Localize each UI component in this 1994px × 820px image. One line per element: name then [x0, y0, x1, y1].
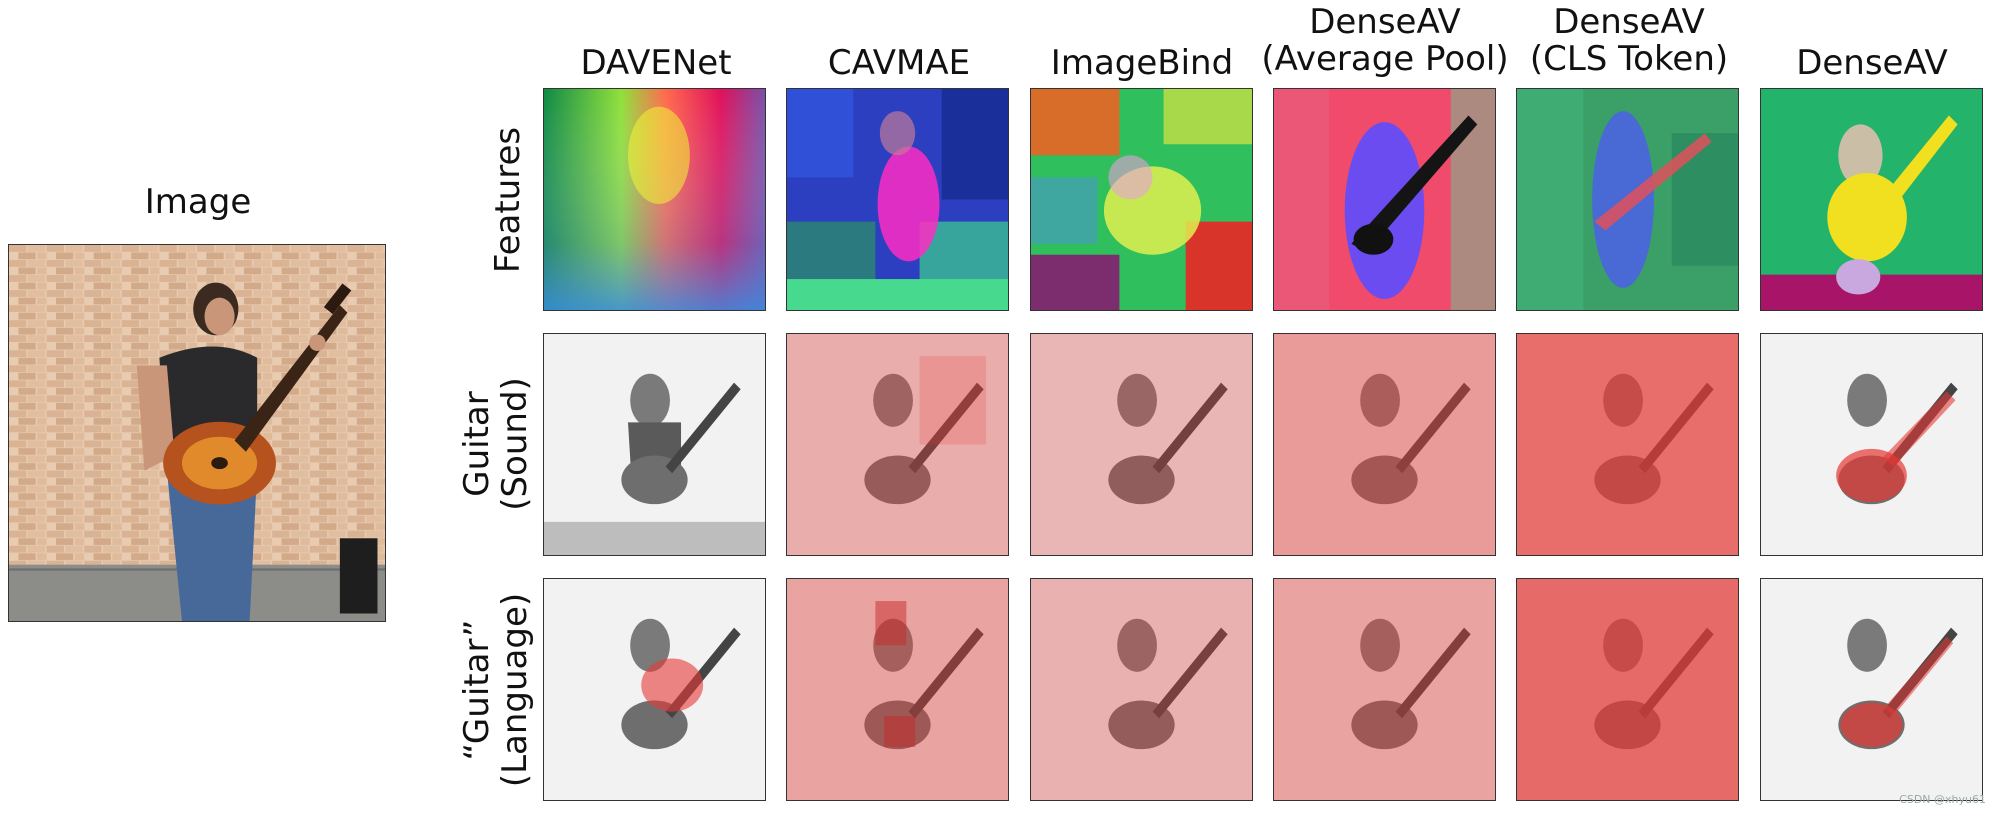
- feature-map-denseav-average-pool: [1273, 88, 1496, 311]
- language-heatmap-davenet: [543, 578, 766, 801]
- watermark-text: CSDN @xhyu61: [1899, 793, 1986, 806]
- sound-heatmap-imagebind: [1030, 333, 1253, 556]
- sound-heatmap-denseav-cls-token: [1516, 333, 1739, 556]
- language-heatmap-denseav-cls-token: [1516, 578, 1739, 801]
- column-header-davenet: DAVENet: [580, 43, 732, 83]
- language-heatmap-cavmae: [786, 578, 1009, 801]
- feature-map-denseav-cls-token: [1516, 88, 1739, 311]
- column-header-denseav-cls-token: DenseAV (CLS Token): [1529, 2, 1729, 79]
- feature-map-imagebind: [1030, 88, 1253, 311]
- sound-heatmap-denseav-average-pool: [1273, 333, 1496, 556]
- feature-map-denseav: [1760, 88, 1983, 311]
- sound-heatmap-davenet: [543, 333, 766, 556]
- column-header-denseav-average-pool: DenseAV (Average Pool): [1261, 2, 1509, 79]
- sound-heatmap-cavmae: [786, 333, 1009, 556]
- language-heatmap-denseav-average-pool: [1273, 578, 1496, 801]
- sound-heatmap-denseav: [1760, 333, 1983, 556]
- language-heatmap-denseav: [1760, 578, 1983, 801]
- language-heatmap-imagebind: [1030, 578, 1253, 801]
- column-header-cavmae: CAVMAE: [827, 43, 971, 83]
- feature-map-cavmae: [786, 88, 1009, 311]
- column-header-denseav: DenseAV: [1796, 43, 1948, 83]
- source-photo: [8, 244, 386, 622]
- source-image-label: Image: [144, 182, 252, 222]
- feature-map-davenet: [543, 88, 766, 311]
- column-header-imagebind: ImageBind: [1050, 43, 1234, 83]
